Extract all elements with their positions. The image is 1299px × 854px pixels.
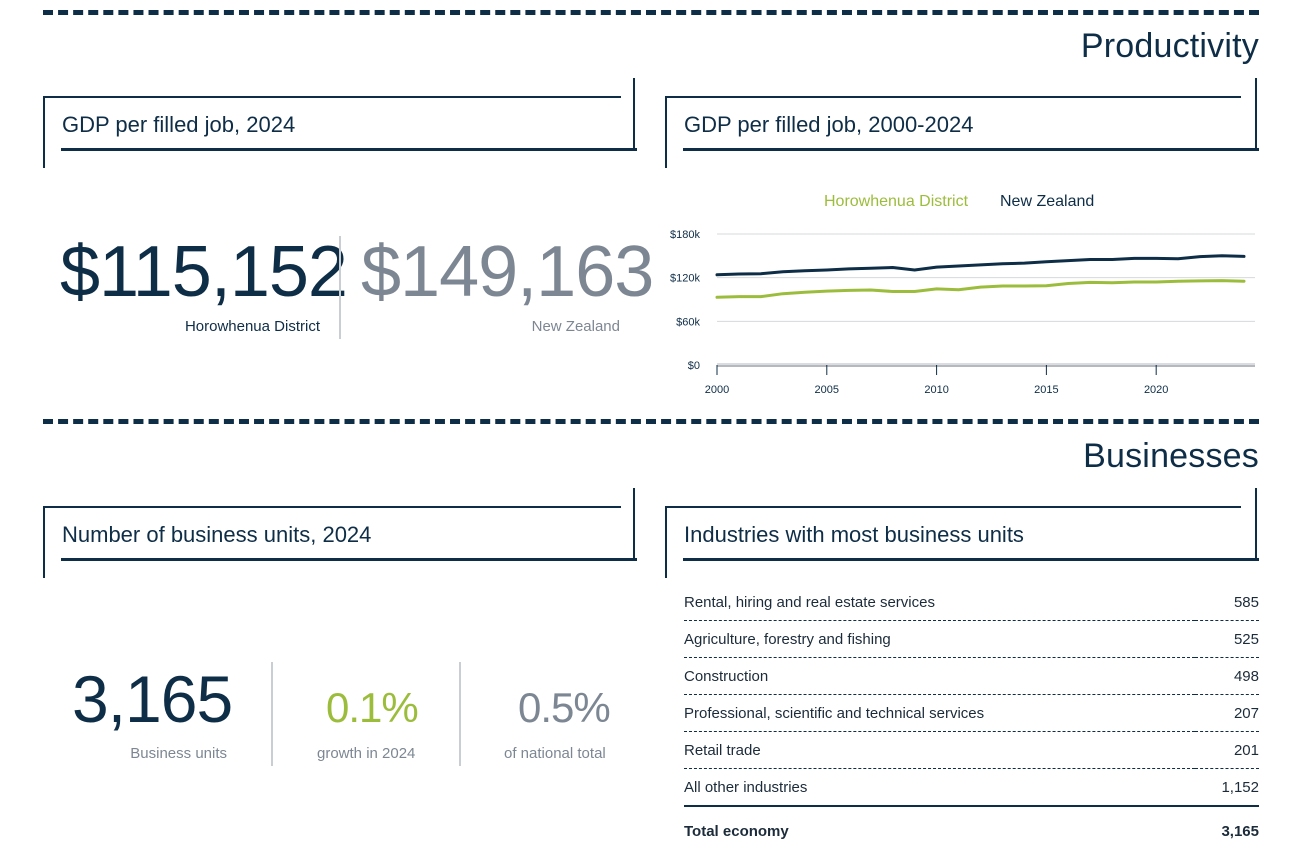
gdp-value-separator [339,236,341,339]
y-tick-label: $180k [670,229,700,241]
header-frame [1255,488,1257,561]
industry-value: 201 [1195,731,1259,769]
legend-item: New Zealand [1000,193,1094,210]
header-frame [665,506,667,578]
table-row: Agriculture, forestry and fishing 525 [684,620,1259,658]
industry-value: 585 [1195,584,1259,621]
x-tick-label: 2000 [705,384,729,396]
nz-gdp-label: New Zealand [531,318,620,335]
section-title-businesses: Businesses [1083,437,1259,475]
header-frame [43,506,45,578]
header-frame [683,148,1259,151]
business-units-value: 3,165 [72,662,233,736]
table-row: All other industries 1,152 [684,768,1259,807]
industry-name: Rental, hiring and real estate services [684,584,1196,621]
table-row: Retail trade 201 [684,731,1259,769]
industry-name: Agriculture, forestry and fishing [684,620,1196,658]
district-gdp-value: $115,152 [60,232,348,312]
industries-card-title: Industries with most business units [684,522,1024,547]
table-row: Construction 498 [684,657,1259,695]
gdp-card-title: GDP per filled job, 2024 [62,112,296,137]
x-tick-label: 2020 [1144,384,1168,396]
industry-name: Construction [684,657,1196,695]
header-frame [665,506,1241,508]
table-row: Professional, scientific and technical s… [684,694,1259,732]
table-row: Rental, hiring and real estate services … [684,584,1259,621]
units-card-header: Number of business units, 2024 [43,488,637,580]
y-tick-label: $60k [676,316,700,328]
header-frame [633,488,635,561]
header-frame [633,78,635,151]
industries-table: Rental, hiring and real estate services … [684,584,1259,851]
y-tick-label: $0 [688,360,700,372]
section-title-productivity: Productivity [1080,27,1259,65]
header-frame [61,558,637,561]
section-divider-businesses [43,419,1259,424]
x-tick-label: 2005 [815,384,839,396]
header-frame [683,558,1259,561]
national-share-value: 0.5% [518,684,611,731]
header-frame [43,96,621,98]
header-frame [1255,78,1257,151]
header-frame [43,96,45,168]
total-label: Total economy [684,822,789,840]
nz-gdp-value: $149,163 [361,232,654,312]
industry-value: 207 [1195,694,1259,732]
total-row: Total economy 3,165 [684,806,1259,851]
trend-card-header: GDP per filled job, 2000-2024 [665,78,1259,170]
section-divider-productivity [43,10,1259,15]
gdp-card-header: GDP per filled job, 2024 [43,78,637,170]
header-frame [43,506,621,508]
y-tick-label: $120k [670,273,700,285]
business-units-label: Business units [130,745,227,762]
x-tick-label: 2010 [924,384,948,396]
header-frame [665,96,1241,98]
header-frame [61,148,637,151]
legend-item: Horowhenua District [824,193,969,210]
national-share-label: of national total [504,745,606,762]
total-value: 3,165 [1221,822,1259,840]
stat-separator [459,662,461,766]
growth-value: 0.1% [326,684,419,731]
stat-separator [271,662,273,766]
industries-card-header: Industries with most business units [665,488,1259,580]
industry-name: All other industries [684,768,1196,807]
gdp-trend-chart: Horowhenua District New Zealand $0 $60k $12… [670,193,1255,396]
x-tick-label: 2015 [1034,384,1058,396]
industry-name: Professional, scientific and technical s… [684,694,1196,732]
industry-value: 525 [1195,620,1259,658]
trend-card-title: GDP per filled job, 2000-2024 [684,112,974,137]
industry-value: 498 [1195,657,1259,695]
industry-name: Retail trade [684,731,1196,769]
units-card-title: Number of business units, 2024 [62,522,372,547]
district-gdp-label: Horowhenua District [184,318,320,335]
series-line [715,279,1246,299]
industry-value: 1,152 [1195,768,1259,807]
growth-label: growth in 2024 [317,745,416,762]
header-frame [665,96,667,168]
series-line [715,254,1246,277]
